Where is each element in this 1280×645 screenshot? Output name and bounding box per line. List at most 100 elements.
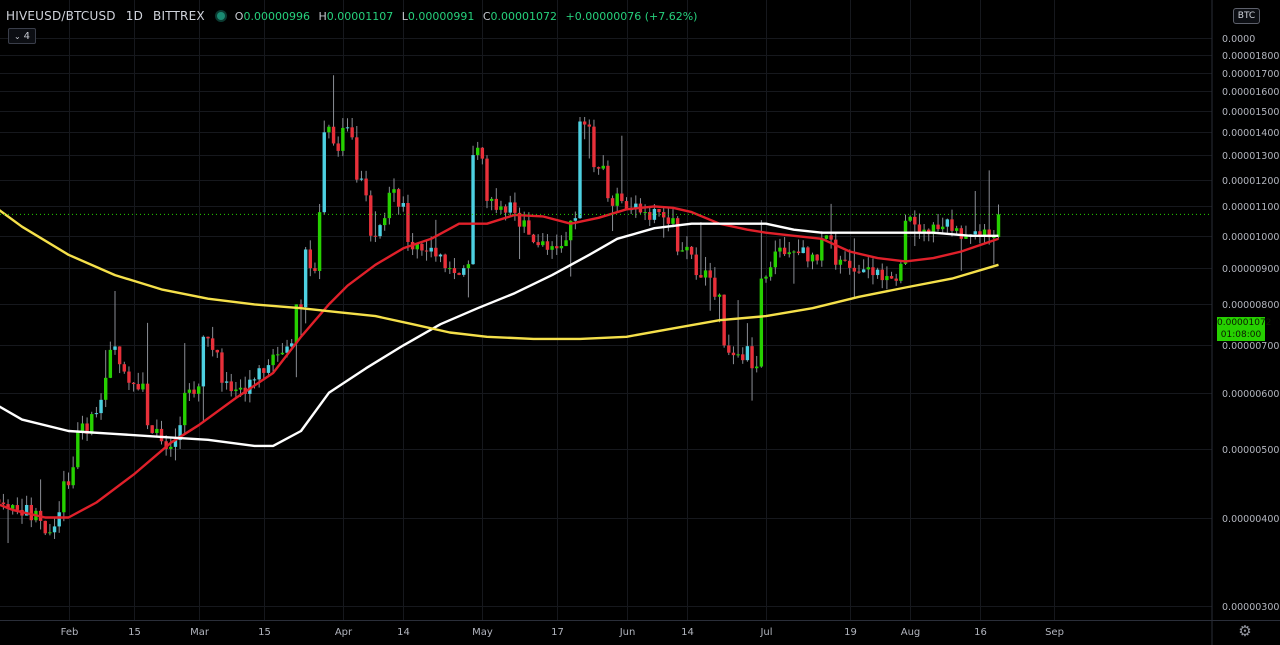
- candle-body: [257, 368, 261, 380]
- candle-body: [145, 383, 150, 426]
- candle-body: [773, 251, 777, 268]
- candle-body: [978, 231, 982, 236]
- candle-body: [787, 252, 791, 255]
- candle-body: [671, 218, 675, 224]
- time-tick-label: May: [472, 627, 493, 638]
- chevron-down-icon: ⌄: [13, 31, 21, 41]
- candle-body: [545, 241, 550, 250]
- candle-body: [234, 389, 238, 392]
- candle-body: [982, 229, 987, 236]
- price-tick-label: 0.00000800: [1222, 300, 1279, 311]
- time-tick-label: 14: [397, 627, 410, 638]
- candle-body: [652, 208, 657, 220]
- time-axis[interactable]: 3Feb15Mar15Apr14May17Jun14Jul19Aug16Sep: [0, 620, 1280, 639]
- candle-body: [383, 218, 387, 226]
- candle-body: [187, 389, 192, 393]
- candle-body: [76, 430, 80, 468]
- candle-body: [657, 208, 661, 213]
- candle-body: [85, 423, 89, 434]
- candle-body: [313, 268, 317, 271]
- candle-body: [303, 249, 308, 308]
- price-tick-label: 0.00000900: [1222, 264, 1279, 275]
- candle-body: [959, 228, 963, 239]
- candle-body: [345, 127, 350, 129]
- candle-body: [489, 198, 494, 201]
- candle-body: [843, 259, 847, 261]
- candle-body: [443, 254, 447, 269]
- time-tick-label: Feb: [61, 627, 79, 638]
- candle-body: [173, 440, 178, 447]
- candle-body: [610, 198, 615, 206]
- candle-body: [406, 203, 410, 242]
- candle-body: [522, 220, 526, 227]
- candle-body: [276, 354, 280, 356]
- candle-body: [941, 226, 945, 230]
- price-tick-label: 0.00001700: [1222, 69, 1279, 80]
- candle-body: [438, 254, 443, 257]
- candle-body: [778, 247, 782, 252]
- candle-body: [708, 270, 712, 278]
- candle-body: [541, 241, 545, 246]
- moving-average-line: [0, 209, 999, 341]
- candle-body: [624, 201, 629, 210]
- candle-body: [350, 127, 354, 138]
- price-tick-label: 0.00000600: [1222, 389, 1279, 400]
- candle-body: [401, 203, 405, 207]
- symbol-title[interactable]: HIVEUSD/BTCUSD 1D BITTREX: [6, 9, 205, 23]
- candle-body: [801, 247, 805, 254]
- candle-body: [210, 338, 215, 350]
- symbol-name: HIVEUSD/BTCUSD: [6, 9, 116, 23]
- candle-body: [945, 219, 950, 227]
- candle-body: [768, 267, 773, 277]
- candle-body: [429, 247, 433, 252]
- candle-body: [569, 220, 573, 241]
- candle-body: [992, 236, 996, 238]
- candle-body: [90, 414, 94, 434]
- gear-icon[interactable]: ⚙: [1238, 622, 1252, 640]
- candle-body: [280, 352, 285, 355]
- candle-body: [252, 379, 257, 381]
- ohlc-values: O0.00000996 H0.00001107 L0.00000991 C0.0…: [235, 10, 698, 23]
- moving-average-line: [0, 222, 999, 448]
- candle-body: [764, 276, 768, 279]
- candle-body: [820, 238, 824, 261]
- low-value: 0.00000991: [407, 9, 475, 23]
- candle-body: [104, 377, 108, 400]
- candle-body: [192, 389, 196, 394]
- candle-body: [564, 240, 568, 247]
- candle-body: [52, 526, 57, 533]
- candle-body: [299, 304, 303, 308]
- candle-body: [1, 502, 6, 505]
- candle-body: [15, 505, 20, 510]
- time-tick-label: Jul: [759, 627, 772, 638]
- price-tick-label: 0.00001100: [1222, 202, 1279, 213]
- candle-body: [871, 267, 875, 276]
- candle-body: [127, 371, 131, 383]
- time-tick-label: Sep: [1045, 627, 1064, 638]
- time-tick-label: Mar: [190, 627, 210, 638]
- price-tick-label: 0.00000500: [1222, 445, 1279, 456]
- indicators-toggle-button[interactable]: ⌄ 4: [8, 28, 36, 44]
- currency-badge[interactable]: BTC: [1233, 8, 1260, 24]
- candle-body: [206, 336, 210, 339]
- price-axis[interactable]: 0.00000300 0.00000400 0.00000500 0.00000600…: [1211, 0, 1279, 645]
- candle-body: [675, 218, 680, 252]
- price-tick-label: 0.00001200: [1222, 176, 1279, 187]
- candle-body: [573, 218, 578, 221]
- candle-body: [517, 212, 522, 227]
- price-tick-label: 0.00001800: [1222, 51, 1279, 62]
- indicators-count: 4: [23, 30, 31, 42]
- candle-body: [150, 425, 154, 433]
- candle-body: [685, 246, 689, 251]
- candle-body: [917, 224, 922, 233]
- candle-body: [141, 383, 145, 390]
- candle-body: [852, 267, 857, 272]
- candle-body: [503, 206, 508, 213]
- candle-body: [48, 532, 52, 534]
- candle-body: [866, 267, 870, 270]
- low-label: L: [401, 9, 408, 23]
- candle-body: [355, 137, 359, 180]
- candle-body: [373, 235, 378, 237]
- candle-body: [987, 229, 991, 238]
